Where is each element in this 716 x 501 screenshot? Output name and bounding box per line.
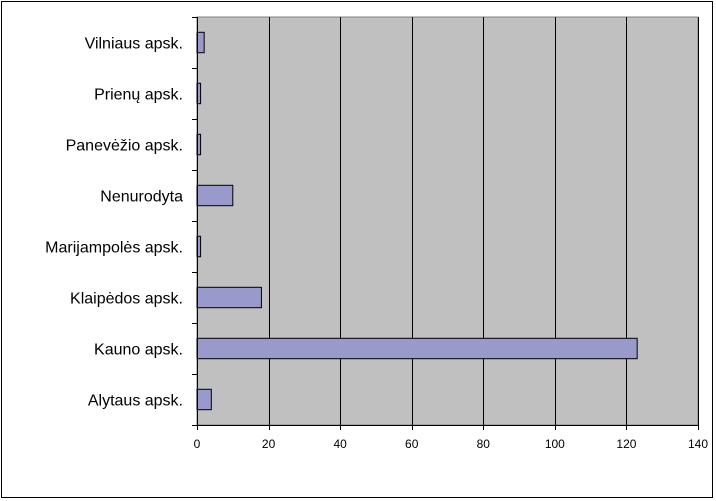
x-tick-label-0: 0 <box>194 437 201 451</box>
plot-area <box>196 16 699 426</box>
category-label-7: Kauno apsk. <box>94 342 183 359</box>
axes <box>192 17 699 430</box>
x-tick-labels: 0 20 40 60 80 100 120 140 <box>194 437 709 451</box>
category-label-8: Alytaus apsk. <box>88 393 183 410</box>
bar-1 <box>196 31 205 54</box>
x-tick-label-40: 40 <box>333 437 347 451</box>
category-label-2: Prienų apsk. <box>94 87 183 104</box>
x-tick-label-60: 60 <box>405 437 419 451</box>
category-label-5: Marijampolės apsk. <box>45 240 183 257</box>
category-label-1: Vilniaus apsk. <box>85 36 183 53</box>
category-labels: Vilniaus apsk. Prienų apsk. Panevėžio apsk… <box>45 36 183 410</box>
bar-8 <box>196 388 212 411</box>
category-label-4: Nenurodyta <box>100 189 183 206</box>
bar-6 <box>196 286 262 309</box>
x-tick-label-20: 20 <box>262 437 276 451</box>
category-label-6: Klaipėdos apsk. <box>70 291 183 308</box>
bar-4 <box>196 184 234 207</box>
bar-7 <box>196 337 638 360</box>
category-label-3: Panevėžio apsk. <box>66 138 183 155</box>
x-tick-label-120: 120 <box>616 437 636 451</box>
x-tick-label-80: 80 <box>477 437 491 451</box>
x-tick-label-140: 140 <box>688 437 708 451</box>
x-tick-label-100: 100 <box>545 437 565 451</box>
